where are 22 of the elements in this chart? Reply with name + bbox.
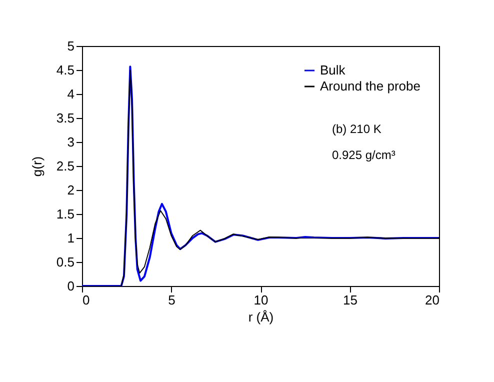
y-tick-label: 4.5 (56, 62, 74, 78)
y-tick-label: 2.5 (56, 158, 74, 174)
annotation: 0.925 g/cm³ (332, 148, 396, 162)
y-tick-label: 1.5 (56, 206, 74, 222)
y-tick-label: 1 (67, 230, 74, 246)
y-tick-label: 4 (67, 86, 74, 102)
y-axis-title: g(r) (29, 156, 44, 177)
x-tick-label: 20 (425, 292, 440, 308)
x-tick-label: 15 (343, 292, 358, 308)
legend-label: Bulk (320, 62, 346, 78)
annotation: (b) 210 K (332, 122, 382, 136)
y-tick-label: 3.5 (56, 110, 74, 126)
y-tick-label: 0 (67, 278, 74, 294)
x-tick-label: 5 (168, 292, 176, 308)
y-tick-label: 2 (67, 182, 74, 198)
legend-label: Around the probe (320, 78, 420, 94)
x-axis-title: r (Å) (248, 310, 274, 324)
x-tick-label: 0 (82, 292, 90, 308)
y-tick-label: 5 (67, 38, 74, 54)
y-tick-label: 0.5 (56, 254, 74, 270)
y-tick-label: 3 (67, 134, 74, 150)
x-tick-label: 10 (254, 292, 268, 308)
